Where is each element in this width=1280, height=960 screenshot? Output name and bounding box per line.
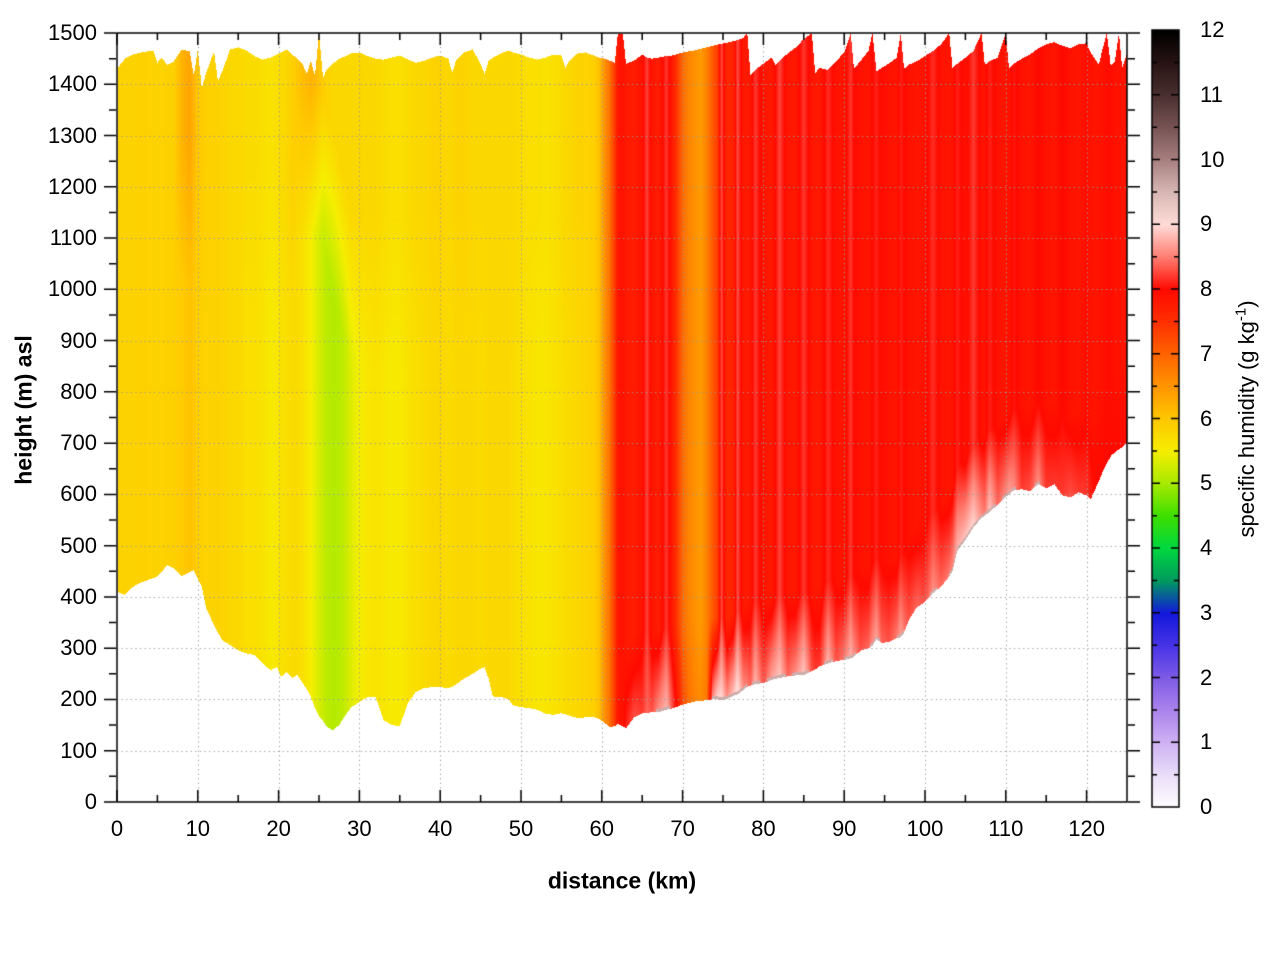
- x-tick-label: 60: [589, 816, 615, 841]
- colorbar-title-suffix: ): [1234, 300, 1259, 308]
- x-tick-label: 120: [1068, 816, 1105, 841]
- y-tick-label: 800: [60, 378, 97, 404]
- y-tick-label: 400: [60, 583, 97, 609]
- x-tick-label: 90: [831, 816, 857, 841]
- colorbar-tick-label: 11: [1200, 81, 1223, 107]
- x-tick-label: 0: [110, 816, 124, 841]
- colorbar-tick-label: 2: [1200, 664, 1213, 690]
- colorbar-tick-label: 5: [1200, 470, 1213, 496]
- colorbar-tick-label: 6: [1200, 405, 1213, 431]
- y-tick-label: 1300: [48, 122, 97, 148]
- x-tick-label: 100: [906, 816, 944, 841]
- x-axis-title: distance (km): [547, 867, 697, 894]
- colorbar-tick-label: 1: [1200, 729, 1213, 755]
- colorbar-tick-label: 0: [1200, 794, 1213, 819]
- colorbar-title-text: specific humidity (g kg: [1234, 321, 1259, 538]
- x-tick-label: 10: [185, 816, 211, 841]
- colorbar-tick-label: 4: [1200, 535, 1213, 560]
- y-tick-label: 600: [60, 481, 97, 507]
- x-tick-label: 20: [266, 816, 291, 841]
- y-tick-label: 1400: [48, 71, 97, 97]
- x-tick-label: 70: [670, 816, 695, 841]
- y-axis-title: height (m) asl: [10, 335, 37, 485]
- x-tick-label: 40: [427, 816, 453, 841]
- x-tick-label: 50: [508, 816, 534, 841]
- colorbar-tick-label: 3: [1200, 599, 1213, 625]
- y-tick-label: 1200: [48, 173, 97, 199]
- y-tick-label: 700: [60, 430, 97, 456]
- y-tick-label: 1100: [49, 225, 97, 251]
- colorbar-title-exponent: -1: [1232, 307, 1250, 322]
- colorbar-tick-label: 9: [1200, 211, 1213, 237]
- y-tick-label: 200: [60, 686, 97, 712]
- colorbar-tick-label: 8: [1200, 276, 1213, 301]
- y-tick-label: 100: [60, 737, 97, 763]
- colorbar-tick-label: 12: [1200, 17, 1225, 42]
- y-tick-label: 1500: [48, 20, 97, 45]
- y-tick-label: 300: [60, 635, 97, 661]
- y-tick-label: 500: [60, 532, 97, 558]
- y-tick-label: 900: [60, 327, 97, 353]
- x-tick-label: 110: [988, 816, 1024, 841]
- x-tick-label: 30: [347, 816, 372, 841]
- x-tick-label: 80: [751, 816, 776, 841]
- colorbar-tick-label: 10: [1200, 146, 1225, 172]
- colorbar-tick-label: 7: [1200, 340, 1213, 366]
- y-tick-label: 0: [84, 789, 97, 814]
- colorbar-title: specific humidity (g kg-1): [1232, 300, 1260, 538]
- y-tick-label: 1000: [48, 276, 97, 302]
